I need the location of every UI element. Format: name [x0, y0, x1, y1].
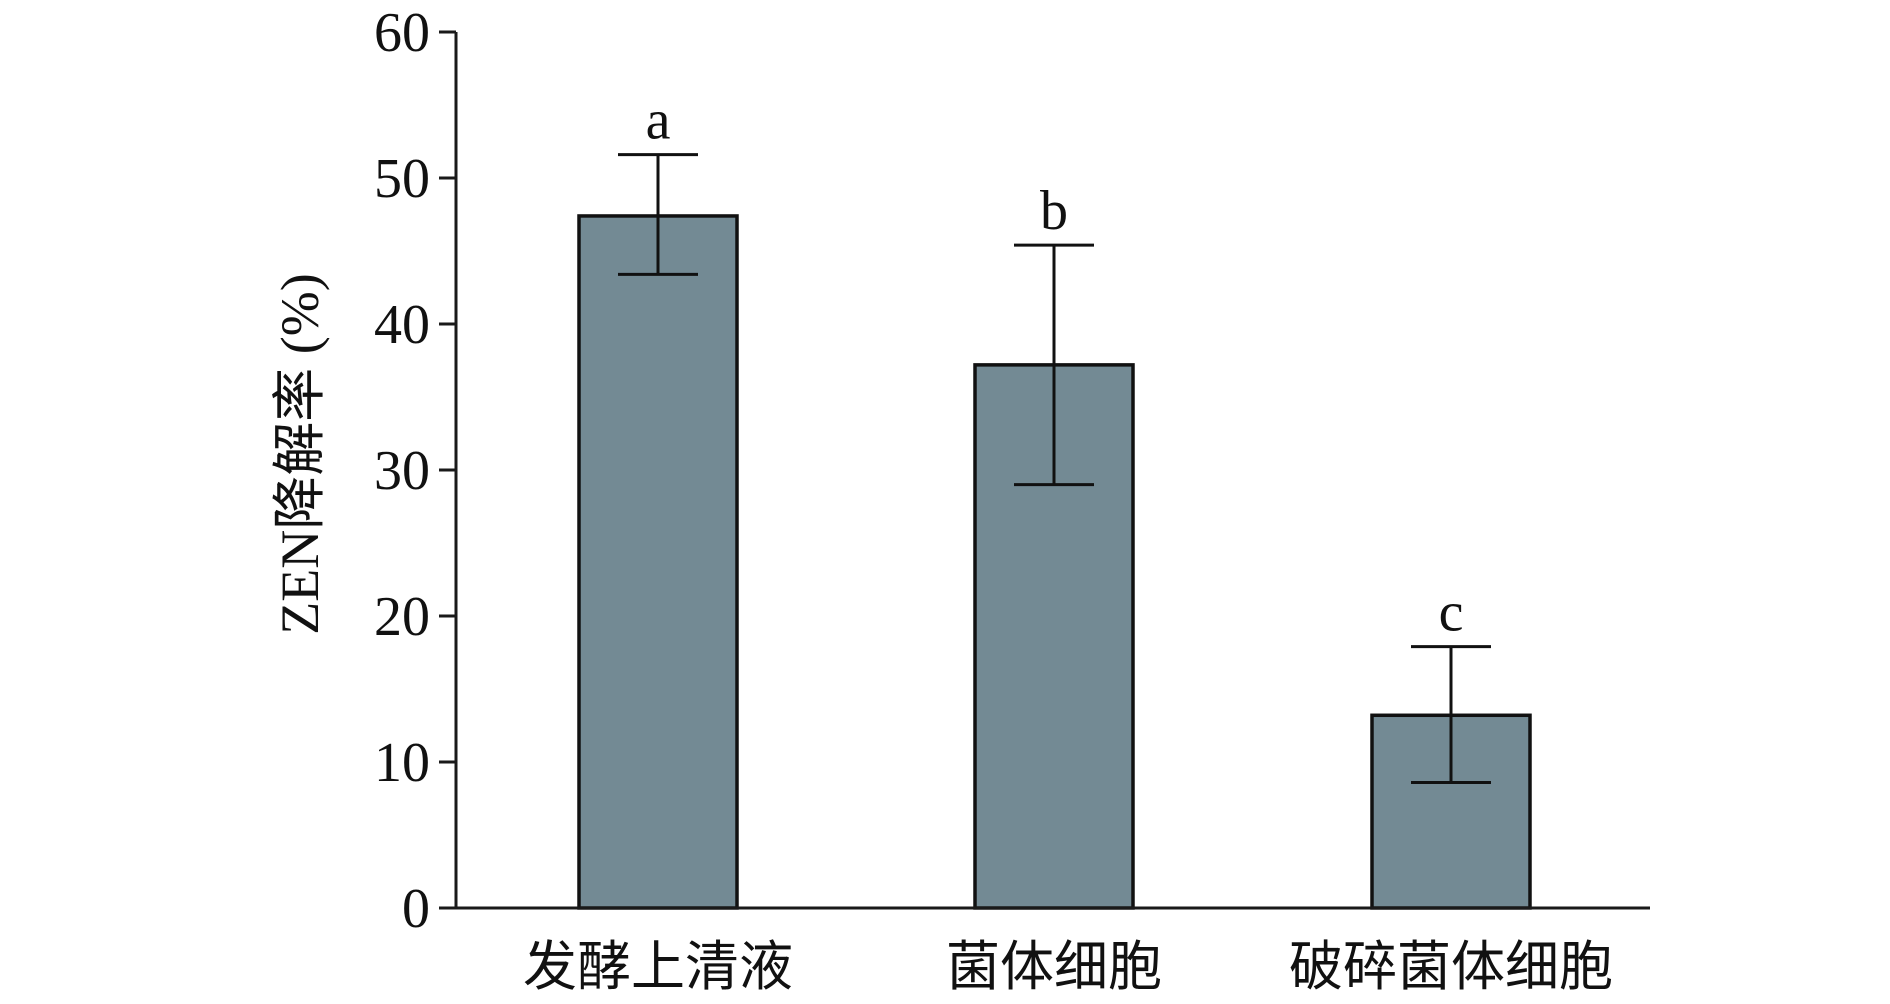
category-label: 发酵上清液 — [523, 935, 793, 998]
significance-label: c — [1439, 582, 1464, 644]
y-tick-label: 10 — [374, 732, 430, 794]
y-axis-title-group: ZEN降解率 (%) — [270, 273, 330, 634]
significance-labels: a b c — [646, 90, 1464, 644]
y-tick-label: 40 — [374, 294, 430, 356]
y-tick-label: 30 — [374, 440, 430, 502]
significance-label: b — [1040, 180, 1068, 242]
error-bars — [618, 153, 1491, 784]
y-axis-ticks: 0 10 20 30 40 50 60 — [374, 2, 456, 940]
y-axis-title: ZEN降解率 (%) — [270, 273, 330, 634]
y-tick-label: 0 — [402, 878, 430, 940]
category-label: 菌体细胞 — [946, 935, 1162, 998]
category-label: 破碎菌体细胞 — [1289, 935, 1613, 998]
y-tick-label: 50 — [374, 148, 430, 210]
y-tick-label: 60 — [374, 2, 430, 64]
bar — [577, 214, 739, 910]
y-tick-label: 20 — [374, 586, 430, 648]
category-labels: 发酵上清液 菌体细胞 破碎菌体细胞 — [523, 935, 1613, 998]
significance-label: a — [646, 90, 671, 152]
axes — [454, 32, 1650, 910]
